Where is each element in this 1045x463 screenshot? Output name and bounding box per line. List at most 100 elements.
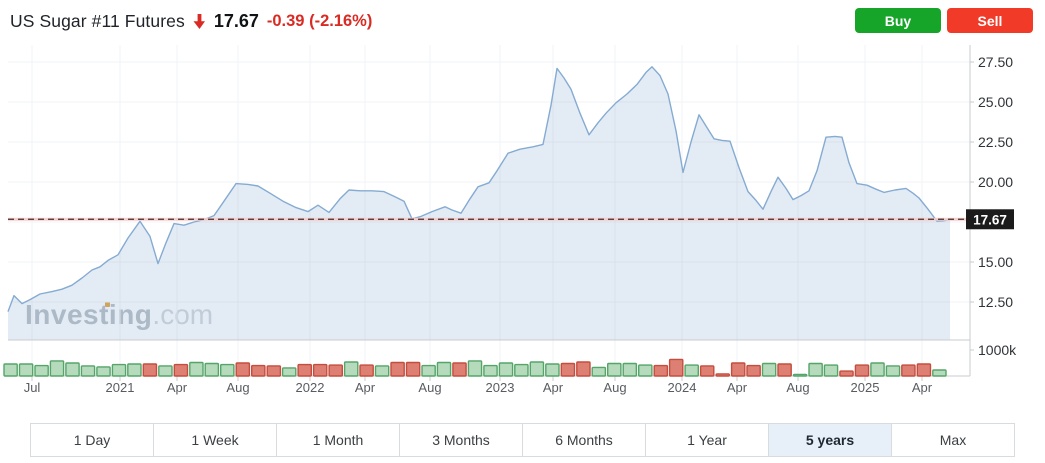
watermark-orange-dot (105, 302, 110, 307)
last-price: 17.67 (213, 10, 259, 31)
volume-bar-up (158, 365, 173, 377)
x-axis-label: 2022 (296, 380, 325, 395)
volume-bar-up (870, 362, 885, 377)
instrument-header: US Sugar #11 Futures 17.67 -0.39 (-2.16%… (10, 7, 372, 35)
volume-bar-up (792, 373, 808, 377)
volume-bar-up (622, 362, 638, 377)
x-axis-label: Apr (355, 380, 376, 395)
buy-button[interactable]: Buy (855, 8, 941, 33)
volume-bar-up (80, 365, 96, 377)
investing-watermark-logo: Investing.com (25, 299, 213, 331)
x-axis-label: Aug (786, 380, 809, 395)
x-axis-label: Apr (167, 380, 188, 395)
price-down-arrow-icon (193, 13, 206, 29)
volume-bar-up (96, 366, 111, 377)
volume-bar-up (374, 365, 390, 377)
timeframe-max[interactable]: Max (939, 432, 967, 448)
price-line (7, 66, 951, 312)
y-axis-label: 15.00 (978, 254, 1013, 270)
volume-bar-down (312, 363, 328, 377)
timeframe-1-year[interactable]: 1 Year (646, 424, 769, 456)
volume-bar-down (668, 358, 684, 377)
price-area-fill (8, 66, 950, 341)
current-price-badge (966, 209, 1014, 230)
volume-bar-up (18, 363, 34, 377)
volume-bar-up (127, 363, 142, 377)
watermark-brand: Investing (25, 299, 153, 330)
volume-bar-up (545, 363, 560, 377)
volume-bar-up (808, 362, 823, 377)
volume-bar-up (436, 361, 452, 377)
volume-bar-down (576, 361, 591, 377)
volume-bar-down (854, 364, 870, 377)
volume-bar-up (49, 360, 65, 377)
y-axis-label: 25.00 (978, 94, 1013, 110)
volume-bar-up (65, 362, 80, 377)
volume-bar-down (777, 363, 792, 377)
x-axis-label: 2025 (851, 380, 880, 395)
volume-bar-up (467, 360, 483, 377)
volume-bar-up (823, 364, 839, 377)
instrument-title: US Sugar #11 Futures (10, 10, 185, 31)
volume-bar-up (34, 364, 49, 377)
volume-bar-up (483, 364, 498, 377)
volume-bar-down (173, 363, 189, 377)
volume-bar-up (3, 363, 18, 377)
timeframe-3-months[interactable]: 3 Months (400, 424, 523, 456)
volume-bar-up (684, 364, 699, 377)
volume-bar-up (219, 363, 235, 377)
volume-bar-up (189, 361, 204, 377)
timeframe-5-years[interactable]: 5 years (769, 424, 892, 456)
volume-bar-down (405, 361, 421, 377)
volume-bar-down (653, 364, 669, 377)
volume-axis-label: 1000k (978, 342, 1017, 358)
x-axis-label: Aug (418, 380, 441, 395)
volume-bar-up (607, 362, 622, 377)
timeframe-1-week[interactable]: 1 Week (154, 424, 277, 456)
volume-bar-up (932, 369, 947, 377)
timeframe-6-months[interactable]: 6 Months (523, 424, 646, 456)
volume-bar-up (204, 362, 220, 377)
volume-bar-down (266, 365, 282, 377)
volume-bar-down (359, 364, 374, 377)
x-axis-label: 2021 (106, 380, 135, 395)
volume-bar-up (343, 361, 359, 377)
price-change: -0.39 (-2.16%) (266, 11, 373, 30)
volume-bar-up (638, 364, 653, 377)
x-axis-label: Aug (226, 380, 249, 395)
timeframe-selector: 1 Day 1 Week 1 Month 3 Months 6 Months 1 Year… (30, 423, 1015, 457)
volume-bar-down (699, 365, 715, 377)
current-price-badge-text: 17.67 (973, 212, 1007, 227)
y-axis-label: 27.50 (978, 54, 1013, 70)
volume-bar-down (916, 363, 932, 377)
volume-bar-down (901, 364, 916, 377)
x-axis-label: 2023 (486, 380, 515, 395)
x-axis-label: Apr (543, 380, 564, 395)
x-axis-label: Aug (603, 380, 626, 395)
sell-button[interactable]: Sell (947, 8, 1033, 33)
volume-bar-down (250, 364, 266, 377)
volume-bar-down (390, 361, 405, 377)
volume-bar-down (297, 363, 313, 377)
watermark-suffix: .com (152, 299, 214, 330)
y-axis-label: 12.50 (978, 294, 1013, 310)
volume-bar-down (746, 364, 761, 377)
y-axis-label: 22.50 (978, 134, 1013, 150)
volume-bar-down (142, 363, 158, 377)
x-axis-label: Apr (727, 380, 748, 395)
y-axis-label: 20.00 (978, 174, 1013, 190)
volume-bar-up (421, 364, 436, 377)
x-axis-label: Apr (912, 380, 933, 395)
timeframe-1-day[interactable]: 1 Day (31, 424, 154, 456)
volume-bar-down (730, 362, 746, 377)
volume-bar-down (560, 362, 576, 377)
volume-bar-down (839, 370, 854, 377)
volume-bar-down (452, 362, 467, 377)
timeframe-1-month[interactable]: 1 Month (277, 424, 400, 456)
x-axis-label: 2024 (668, 380, 697, 395)
volume-bar-up (591, 366, 607, 377)
volume-bar-up (111, 363, 127, 377)
price-volume-chart[interactable]: Jul 2021 Apr Aug 2022 Apr Aug 2023 Apr Aug 2024 Apr… (0, 40, 1045, 402)
volume-bar-up (281, 367, 297, 377)
